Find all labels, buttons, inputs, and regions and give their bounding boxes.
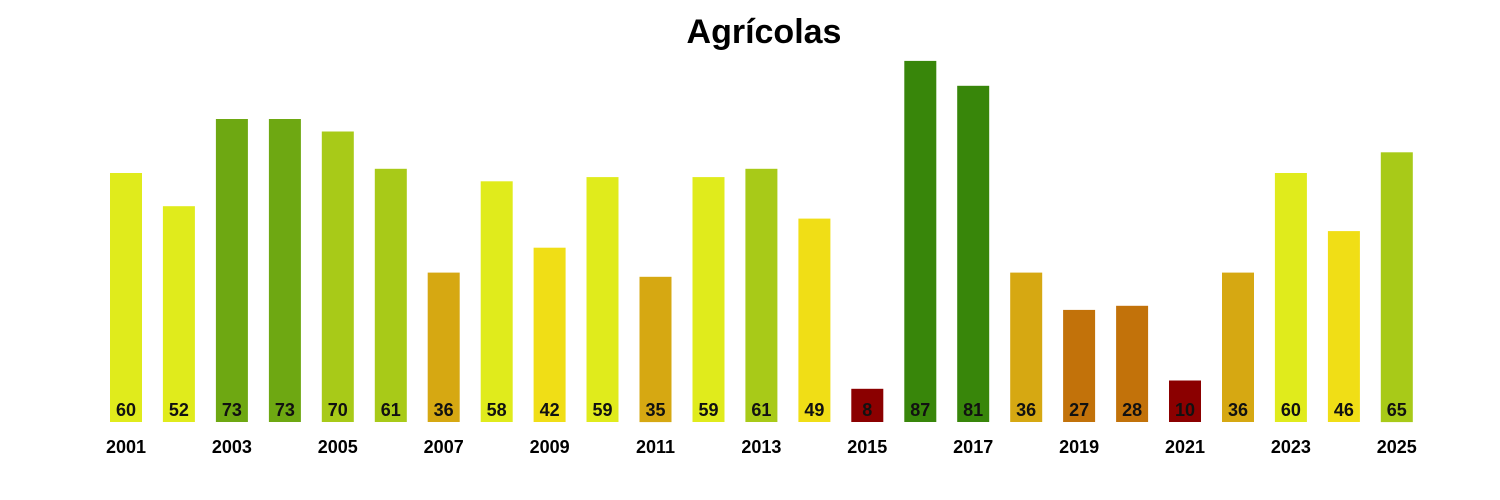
bars-layer [110, 60, 1413, 423]
value-label-2005: 70 [328, 400, 348, 420]
x-tick-label-2003: 2003 [212, 437, 252, 457]
x-tick-label-2023: 2023 [1271, 437, 1311, 457]
value-label-2017: 81 [963, 400, 983, 420]
bar-2003 [215, 119, 248, 422]
value-label-2022: 36 [1228, 400, 1248, 420]
value-label-2016: 87 [910, 400, 930, 420]
value-label-2025: 65 [1387, 400, 1407, 420]
bar-2016 [904, 60, 937, 423]
x-tick-label-2015: 2015 [847, 437, 887, 457]
value-label-2024: 46 [1334, 400, 1354, 420]
bar-2024 [1327, 231, 1360, 422]
bar-2022 [1222, 272, 1254, 422]
value-label-2008: 58 [487, 400, 507, 420]
value-label-2012: 59 [698, 400, 718, 420]
bar-2021 [1169, 380, 1201, 422]
bar-2002 [162, 206, 195, 422]
value-label-2013: 61 [751, 400, 771, 420]
value-label-2007: 36 [434, 400, 454, 420]
value-label-2010: 59 [592, 400, 612, 420]
bar-2008 [480, 181, 513, 422]
bar-2007 [427, 272, 460, 422]
x-tick-labels-layer: 2001 2003 2005 2007 2009 2011 2013 2015 2017 2019… [106, 437, 1417, 457]
bar-2001 [110, 173, 142, 422]
bar-2018 [1010, 272, 1043, 422]
bar-2004 [268, 119, 301, 422]
bar-2019 [1063, 309, 1096, 422]
x-tick-label-2001: 2001 [106, 437, 146, 457]
x-tick-label-2013: 2013 [741, 437, 781, 457]
bar-2010 [586, 177, 619, 422]
value-label-2006: 61 [381, 400, 401, 420]
value-label-2015: 8 [862, 400, 872, 420]
value-label-2002: 52 [169, 400, 189, 420]
value-label-2009: 42 [540, 400, 560, 420]
bar-2015 [851, 388, 884, 422]
value-label-2004: 73 [275, 400, 295, 420]
x-tick-label-2019: 2019 [1059, 437, 1099, 457]
x-tick-label-2007: 2007 [424, 437, 464, 457]
x-tick-label-2011: 2011 [636, 437, 675, 457]
x-tick-label-2009: 2009 [530, 437, 570, 457]
value-label-2011: 35 [645, 400, 665, 420]
bar-2013 [745, 168, 778, 422]
x-tick-label-2021: 2021 [1165, 437, 1205, 457]
bar-2017 [957, 85, 990, 423]
bar-2012 [692, 177, 725, 422]
bar-2025 [1380, 152, 1413, 423]
bar-2020 [1116, 305, 1149, 422]
value-label-2001: 60 [116, 400, 136, 420]
value-labels-layer: 60 52 73 73 70 61 36 58 42 59 35 59 61 49 8 87 81 36 27 28 1… [116, 400, 1407, 420]
value-label-2021: 10 [1175, 400, 1195, 420]
chart-title: Agrícolas [686, 13, 842, 51]
bar-2006 [374, 168, 407, 422]
value-label-2014: 49 [804, 400, 824, 420]
bar-2023 [1274, 173, 1307, 422]
bar-2005 [321, 131, 354, 422]
x-tick-label-2017: 2017 [953, 437, 993, 457]
value-label-2018: 36 [1016, 400, 1036, 420]
value-label-2023: 60 [1281, 400, 1301, 420]
value-label-2020: 28 [1122, 400, 1142, 420]
x-tick-label-2005: 2005 [318, 437, 358, 457]
bar-2009 [533, 247, 566, 422]
value-label-2003: 73 [222, 400, 242, 420]
x-tick-label-2025: 2025 [1377, 437, 1417, 457]
value-label-2019: 27 [1069, 400, 1089, 420]
bar-2014 [798, 218, 831, 422]
bar-2011 [639, 276, 672, 423]
